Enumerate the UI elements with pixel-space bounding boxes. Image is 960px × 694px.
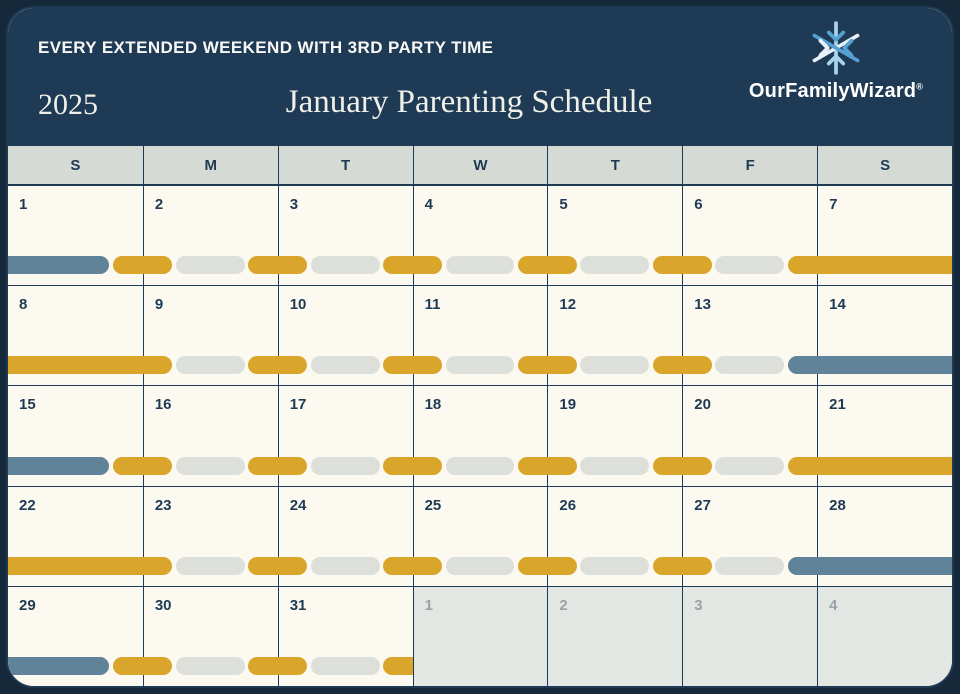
date-label: 25	[424, 496, 442, 514]
year-label: 2025	[38, 88, 98, 121]
brand-wordmark: OurFamilyWizard®	[748, 80, 924, 102]
date-label: 3	[289, 196, 299, 213]
day-header-cell: S	[817, 146, 952, 184]
day-cell: 16	[142, 386, 278, 486]
day-cell: 17	[277, 386, 413, 486]
day-cell: 24	[277, 486, 413, 586]
date-label: 1	[424, 596, 433, 614]
week-row: 29 30 31 1 2 3 4	[8, 585, 952, 686]
day-cell-next-month: 3	[682, 586, 818, 686]
date-label: 15	[19, 396, 36, 414]
day-cell: 21	[817, 386, 952, 486]
snowflake-icon	[746, 18, 926, 78]
date-label: 16	[154, 396, 172, 414]
date-label: 2	[559, 596, 568, 614]
day-cell: 27	[682, 486, 818, 586]
day-header-cell: S	[70, 156, 81, 174]
date-label: 18	[424, 396, 442, 414]
date-label: 9	[154, 296, 164, 314]
date-label: 17	[289, 396, 307, 414]
date-label: 10	[289, 296, 307, 314]
date-label: 26	[559, 496, 577, 514]
date-label: 4	[424, 196, 433, 213]
day-header-cell: M	[142, 146, 278, 184]
day-header-cell: F	[682, 146, 817, 184]
date-label: 6	[694, 196, 703, 213]
date-label: 24	[289, 496, 307, 514]
day-cell: 4	[412, 186, 548, 286]
day-cell: 25	[412, 486, 548, 586]
day-cell: 15	[8, 386, 143, 486]
day-cell: 2	[142, 186, 278, 286]
day-cell: 13	[682, 286, 818, 386]
date-label: 27	[694, 496, 711, 514]
date-label: 4	[829, 596, 838, 614]
day-cell-next-month: 1	[412, 586, 548, 686]
day-cell: 28	[817, 486, 952, 586]
date-label: 14	[829, 296, 846, 314]
day-cell: 3	[277, 186, 413, 286]
week-row: 1 2 3 4 5 6 7	[8, 186, 952, 286]
day-cell: 22	[8, 486, 143, 586]
calendar-grid: 1 2 3 4 5 6 7 8 9 10 11 12 13 14 15 16 17 18 19 20 21 22 23 24 2…	[8, 186, 952, 686]
date-label: 22	[19, 496, 36, 514]
date-label: 29	[19, 596, 36, 614]
calendar-card: EVERY EXTENDED WEEKEND WITH 3RD PARTY TI…	[6, 6, 954, 688]
date-label: 7	[829, 196, 838, 213]
day-cell: 29	[8, 586, 143, 686]
day-cell: 1	[8, 186, 143, 286]
day-cell-next-month: 4	[817, 586, 952, 686]
week-row: 8 9 10 11 12 13 14	[8, 285, 952, 386]
date-label: 2	[154, 196, 164, 213]
day-cell: 11	[412, 286, 548, 386]
day-cell: 7	[817, 186, 952, 286]
day-cell: 6	[682, 186, 818, 286]
date-label: 3	[694, 596, 703, 614]
day-cell: 23	[142, 486, 278, 586]
registered-trademark-symbol: ®	[916, 81, 924, 92]
date-label: 1	[19, 196, 28, 213]
page-title: January Parenting Schedule	[285, 84, 653, 120]
date-label: 23	[154, 496, 172, 514]
day-header-cell: T	[547, 146, 682, 184]
calendar-header: EVERY EXTENDED WEEKEND WITH 3RD PARTY TI…	[8, 8, 952, 146]
day-cell: 14	[817, 286, 952, 386]
schedule-type-label: EVERY EXTENDED WEEKEND WITH 3RD PARTY TI…	[38, 38, 494, 57]
day-cell: 19	[547, 386, 683, 486]
date-label: 28	[829, 496, 846, 514]
day-cell: 8	[8, 286, 143, 386]
date-label: 5	[559, 196, 568, 213]
week-row: 22 23 24 25 26 27 28	[8, 485, 952, 586]
day-header-cell: T	[277, 146, 413, 184]
day-cell: 26	[547, 486, 683, 586]
day-header-cell: W	[412, 146, 548, 184]
date-label: 20	[694, 396, 711, 414]
week-row: 15 16 17 18 19 20 21	[8, 385, 952, 486]
day-cell-next-month: 2	[547, 586, 683, 686]
day-cell: 10	[277, 286, 413, 386]
day-cell: 5	[547, 186, 683, 286]
day-cell: 20	[682, 386, 818, 486]
day-cell: 30	[142, 586, 278, 686]
date-label: 30	[154, 596, 172, 614]
date-label: 8	[19, 296, 28, 314]
date-label: 31	[289, 596, 307, 614]
brand-logo: OurFamilyWizard®	[746, 18, 926, 103]
date-label: 11	[424, 296, 441, 314]
day-cell: 18	[412, 386, 548, 486]
day-cell: 31	[277, 586, 413, 686]
date-label: 12	[559, 296, 577, 314]
date-label: 13	[694, 296, 711, 314]
day-cell: 12	[547, 286, 683, 386]
date-label: 19	[559, 396, 577, 414]
date-label: 21	[829, 396, 846, 414]
day-cell: 9	[142, 286, 278, 386]
